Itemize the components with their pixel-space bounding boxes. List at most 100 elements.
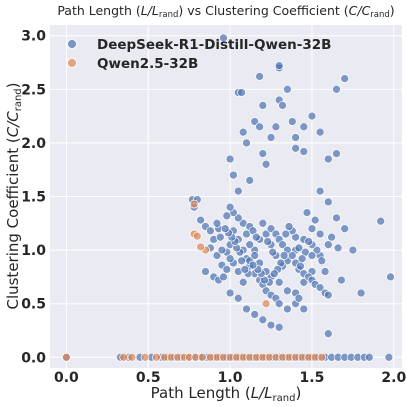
legend-marker-qwen [67,58,77,68]
x-axis-label: Path Length (L/Lrand) [151,384,302,404]
scatter-point [356,288,366,298]
scatter-point [222,211,232,221]
scatter-point [302,208,312,217]
scatter-point [248,260,258,270]
scatter-point [312,245,322,255]
chart-title: Path Length (L/Lrand) vs Clustering Coef… [57,3,394,20]
scatter-point [233,186,243,196]
scatter-point [283,286,292,296]
scatter-point [251,232,261,242]
scatter-point [297,254,307,264]
scatter-point [245,176,255,185]
scatter-point [274,277,284,287]
scatter-point [274,299,284,309]
y-tick-label: 3.0 [21,29,46,45]
y-tick-label: 2.5 [21,82,46,98]
scatter-point [189,199,199,209]
y-tick-label: 0.0 [21,350,46,366]
scatter-point [266,224,276,234]
scatter-point [201,267,210,276]
scatter-point [263,237,273,246]
scatter-point [212,218,222,228]
scatter-point [258,218,268,228]
scatter-point [225,254,235,264]
scatter-point [332,149,341,158]
scatter-point [238,277,248,287]
scatter-point [242,138,251,148]
x-tick-label: 0.5 [136,370,161,386]
scatter-point [291,133,300,142]
y-axis-label: Clustering Coefficient (C/Crand) [4,82,24,309]
scatter-point [279,251,289,260]
scatter-point [315,127,325,137]
grid-lines [50,25,402,368]
scatter-point [225,288,235,298]
scatter-point [261,159,271,169]
scatter-point [255,122,264,132]
scatter-point [140,352,150,362]
scatter-point [332,213,341,223]
scatter-point [274,61,284,71]
x-tick-labels: 0.0 0.5 1.0 1.5 2.0 [54,370,407,386]
scatter-point [315,229,325,239]
scatter-point [287,251,297,260]
scatter-point [268,247,278,257]
scatter-point [284,222,294,231]
scatter-point [281,229,291,239]
scatter-point [237,256,246,266]
scatter-point [294,293,304,303]
scatter-point [307,224,317,234]
scatter-point [278,101,287,110]
scatter-point [206,226,215,236]
scatter-point [315,186,325,196]
scatter-point [337,275,346,285]
scatter-point [222,265,232,274]
legend: DeepSeek-R1-Distill-Qwen-32B Qwen2.5-32B [67,37,331,72]
scatter-point [283,304,292,314]
scatter-point [317,352,327,362]
scatter-point [294,243,304,253]
scatter-point [258,149,268,158]
scatter-point [250,310,260,319]
scatter-point [196,242,205,252]
scatter-point [240,265,250,274]
scatter-point [296,261,305,271]
scatter-point [217,245,227,255]
scatter-point [384,352,394,362]
scatter-point [225,202,235,212]
y-tick-labels: 0.0 0.5 1.0 1.5 2.0 2.5 3.0 [21,29,46,367]
scatter-point [250,117,260,126]
scatter-point [364,352,374,362]
scatter-point [233,293,243,303]
scatter-point [386,272,395,282]
y-tick-label: 0.5 [21,297,46,313]
scatter-point [320,267,330,276]
scatter-point [215,232,225,242]
y-tick-label: 2.0 [21,136,46,152]
scatter-point [327,232,336,242]
scatter-point [258,101,268,110]
scatter-point [197,352,207,362]
scatter-point [225,154,235,164]
scatter-point [62,352,71,362]
scatter-point [299,277,309,287]
scatter-point [219,272,228,282]
scatter-point [196,215,205,225]
legend-marker-deepseek [67,39,77,49]
scatter-point [242,304,251,314]
scatter-point [340,74,350,83]
scatter-point [323,329,333,339]
scatter-point [212,251,222,260]
scatter-point [310,215,320,225]
scatter-point [323,240,333,250]
scatter-point [376,216,386,226]
scatter-point [323,197,333,207]
scatter-point [192,231,202,241]
scatter-point [152,352,161,362]
scatter-point [266,133,276,142]
scatter-point [333,243,343,253]
scatter-point [127,352,137,362]
scatter-point [299,122,309,132]
scatter-point [237,88,246,97]
scatter-point [220,224,230,234]
